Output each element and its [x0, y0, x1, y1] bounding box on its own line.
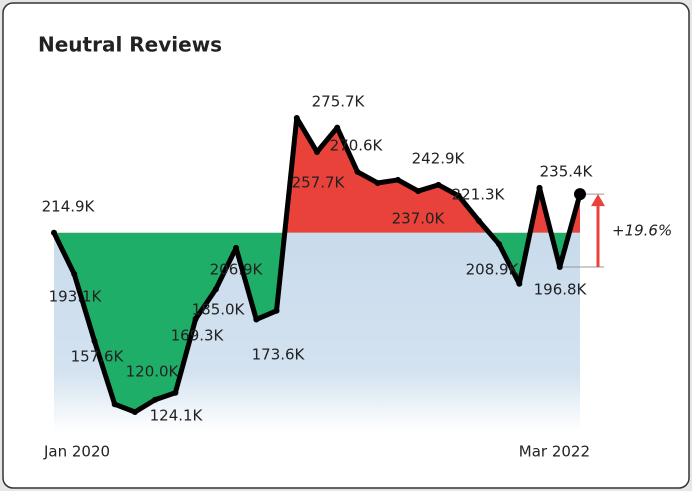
point — [455, 192, 462, 199]
data-label: 173.6K — [252, 346, 306, 364]
point — [131, 409, 138, 415]
arrow-head — [591, 194, 605, 207]
data-label: 235.4K — [540, 163, 594, 181]
area-above — [54, 118, 580, 233]
point — [192, 315, 199, 322]
data-label: 221.3K — [452, 186, 506, 204]
point — [475, 217, 482, 224]
point — [152, 396, 159, 403]
point — [293, 115, 300, 121]
point — [91, 338, 98, 345]
x-tick-label: Mar 2022 — [519, 443, 590, 461]
point — [415, 188, 422, 195]
area-below — [54, 232, 580, 412]
data-label: 206.9K — [210, 261, 264, 279]
data-label: 196.8K — [534, 281, 588, 299]
point — [374, 179, 381, 186]
point — [536, 184, 543, 191]
point — [51, 229, 57, 236]
point — [253, 316, 260, 323]
point — [394, 176, 401, 183]
annotation: +19.6% — [612, 222, 672, 240]
data-label: 193.1K — [49, 288, 103, 306]
data-label: 169.3K — [171, 327, 225, 345]
data-label: 242.9K — [412, 150, 466, 168]
point — [71, 270, 78, 277]
chart-title: Neutral Reviews — [38, 33, 222, 57]
x-tick-label: Jan 2020 — [43, 443, 110, 461]
point — [574, 188, 586, 201]
point — [556, 263, 563, 270]
point — [516, 280, 523, 287]
point — [212, 286, 219, 293]
point — [273, 307, 280, 314]
data-label: 237.0K — [392, 210, 446, 228]
data-label: 157.6K — [71, 348, 125, 366]
point — [354, 168, 361, 175]
point — [111, 401, 118, 408]
data-label: 208.9K — [466, 261, 520, 279]
data-label: 120.0K — [126, 363, 180, 381]
point — [233, 244, 240, 251]
data-label: 275.7K — [312, 93, 366, 111]
data-label: 270.6K — [330, 137, 384, 155]
data-label: 257.7K — [292, 174, 346, 192]
point — [172, 389, 179, 396]
data-label: 214.9K — [42, 198, 96, 216]
data-label: 185.0K — [192, 301, 246, 319]
point — [334, 124, 341, 131]
point — [435, 181, 442, 188]
point — [314, 148, 320, 155]
point — [496, 241, 503, 248]
data-label: 124.1K — [150, 407, 204, 425]
